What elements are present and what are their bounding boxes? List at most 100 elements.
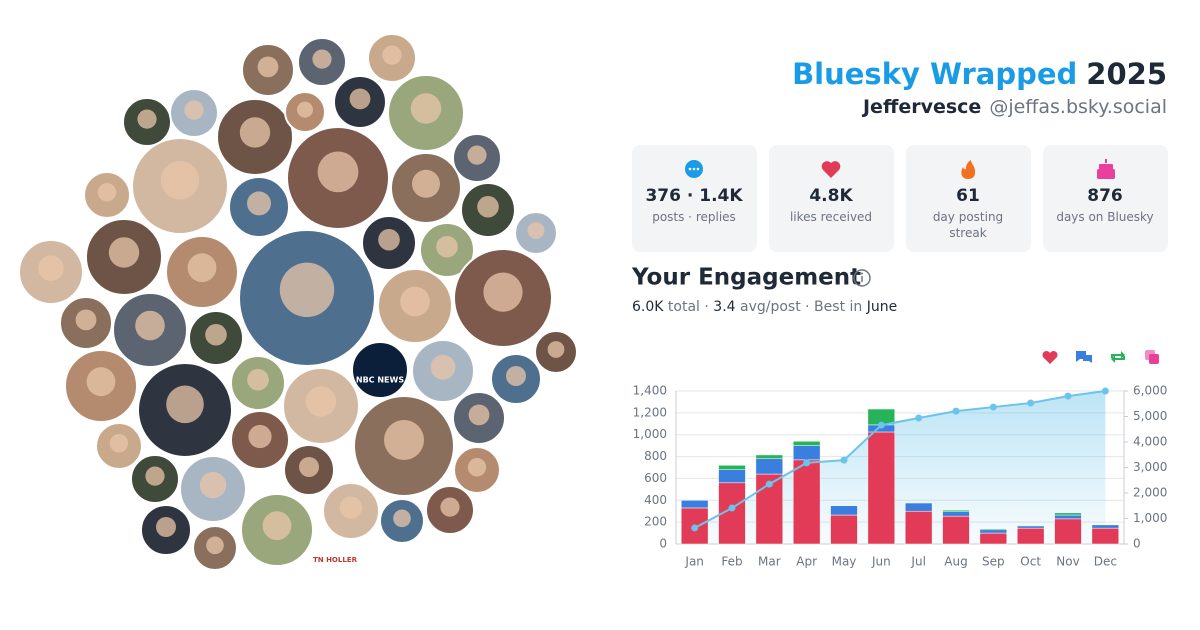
x-tick-label: Oct <box>1020 555 1041 569</box>
avatar-face <box>382 45 402 65</box>
avatar-cluster: NBC NEWS TN HOLLER <box>18 33 578 571</box>
y2-tick-label: 6,000 <box>1133 384 1167 398</box>
info-icon[interactable] <box>853 269 871 287</box>
engagement-title: Your Engagement <box>631 265 861 291</box>
x-tick-label: Nov <box>1056 555 1079 569</box>
x-tick-label: Apr <box>796 555 817 569</box>
bar-segment <box>1054 514 1082 520</box>
avatar-face <box>166 385 204 424</box>
x-tick-label: Jan <box>684 555 704 569</box>
avatar-face <box>247 368 269 391</box>
stat-value: 376 · 1.4K <box>645 186 743 206</box>
avatar-face <box>184 100 204 120</box>
x-tick-label: May <box>832 555 857 569</box>
stat-label-line: streak <box>949 226 986 240</box>
bar-segment <box>942 515 970 545</box>
y2-tick-label: 2,000 <box>1133 486 1167 500</box>
avatar-face <box>135 310 165 341</box>
avatar-face <box>109 434 129 453</box>
cumulative-point <box>728 504 736 512</box>
avatar-face <box>410 93 442 124</box>
y-tick-label: 1,400 <box>633 384 667 398</box>
avatar-face <box>299 457 319 477</box>
cumulative-point <box>840 456 848 464</box>
stat-label-line: posts · replies <box>652 210 736 224</box>
legend-icon <box>1076 351 1092 363</box>
y-tick-label: 1,000 <box>633 427 667 441</box>
avatar-label: TN HOLLER <box>313 556 358 564</box>
stat-label-line: likes received <box>790 210 872 224</box>
stat-label-line: day posting <box>933 210 1003 224</box>
bar-segment <box>830 514 858 545</box>
bar-segment <box>1091 527 1120 545</box>
bar-segment <box>830 505 858 516</box>
avatar-face <box>339 496 363 519</box>
avatar-face <box>156 517 176 537</box>
bar-segment <box>718 469 746 484</box>
avatar-face <box>393 509 411 528</box>
stat-card <box>1043 145 1168 252</box>
cumulative-point <box>915 414 923 422</box>
avatar-face <box>305 386 337 417</box>
legend-icon <box>1149 354 1159 364</box>
avatar-face <box>205 323 227 346</box>
avatar-face <box>436 235 458 258</box>
bar-segment <box>904 510 933 545</box>
stat-value: 876 <box>1087 186 1123 206</box>
bar-segment <box>1091 524 1120 529</box>
cumulative-line <box>694 390 1106 529</box>
title-text: Bluesky Wrapped <box>792 57 1077 91</box>
avatar-face <box>145 466 165 486</box>
stat-card <box>906 145 1031 252</box>
y-tick-label: 800 <box>644 449 667 463</box>
stat-label-line: days on Bluesky <box>1056 210 1153 224</box>
y-tick-label: 1,200 <box>633 405 667 419</box>
x-tick-label: Dec <box>1094 555 1117 569</box>
x-tick-label: Sep <box>982 555 1005 569</box>
avatar-face <box>97 183 117 202</box>
bar-segment <box>792 445 821 461</box>
avatar-face <box>38 255 64 281</box>
avatar-face <box>468 404 490 426</box>
y-tick-label: 400 <box>644 493 667 507</box>
avatar-face <box>248 424 272 449</box>
bar-segment <box>792 459 821 545</box>
summary-part: 3.4 <box>713 299 735 315</box>
avatar-face <box>279 262 335 318</box>
avatar-face <box>75 309 97 331</box>
title: Bluesky Wrapped 2025 <box>792 57 1167 91</box>
avatar-face <box>108 237 140 268</box>
engagement-chart: 0 200 400 600 800 1,000 1,200 1,400 0 1,000 2,000 3… <box>633 350 1167 569</box>
cumulative-point <box>1101 387 1109 395</box>
y2-tick-label: 1,000 <box>1133 511 1167 525</box>
avatar-face <box>257 56 279 78</box>
bar-segment <box>792 441 821 446</box>
stat-value: 4.8K <box>809 186 853 206</box>
bar-segment <box>680 500 709 509</box>
stat-label: likes received <box>790 210 872 224</box>
avatar-face <box>187 253 217 283</box>
legend-icon <box>1042 350 1058 364</box>
x-tick-label: Aug <box>944 555 967 569</box>
x-tick-label: Feb <box>721 555 742 569</box>
stat-label: days on Bluesky <box>1056 210 1153 224</box>
cumulative-point <box>691 524 699 532</box>
profile-line: Jeffervesce @jeffas.bsky.social <box>861 96 1167 118</box>
icon-flame <box>961 160 976 179</box>
avatar-face <box>400 286 430 317</box>
bar-segment <box>718 465 746 470</box>
cumulative-point <box>952 407 960 415</box>
avatar-face <box>262 511 292 541</box>
stat-card <box>632 145 757 252</box>
cumulative-point <box>1064 392 1072 400</box>
avatar-face <box>384 420 424 460</box>
bar-segment <box>1054 512 1082 516</box>
y-tick-label: 600 <box>644 471 667 485</box>
summary-part: total · <box>663 299 713 315</box>
avatar-face <box>86 367 116 397</box>
avatar-face <box>547 341 565 358</box>
bar-segment <box>1016 527 1045 545</box>
cumulative-point <box>989 403 997 411</box>
y-tick-label: 0 <box>659 537 667 551</box>
